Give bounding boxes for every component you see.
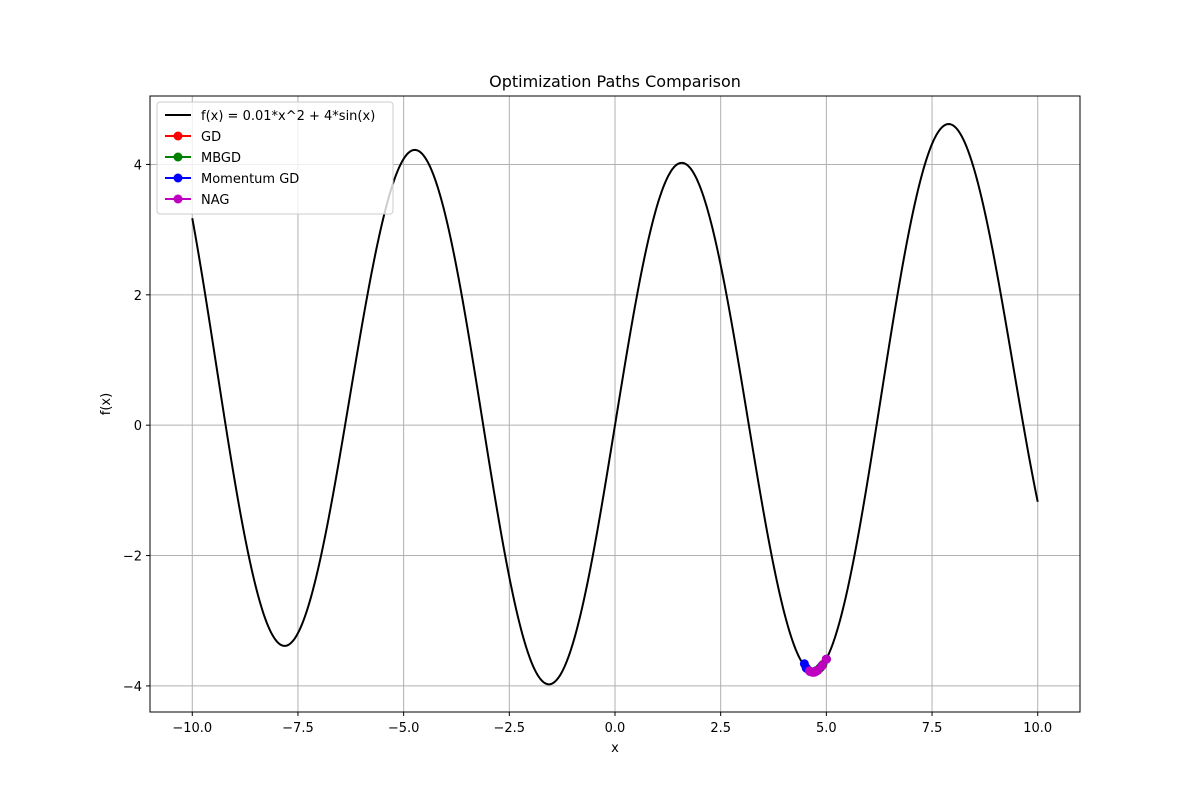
y-tick-label: 4: [134, 158, 142, 173]
legend-marker-gd: [173, 131, 183, 141]
ticks: −10.0 −7.5 −5.0 −2.5 0.0 2.5 5.0 7.5 10.0 −4 −2 0 2 4: [123, 158, 1052, 736]
x-axis-label: x: [611, 741, 619, 756]
legend-marker-momentum-gd: [173, 173, 183, 183]
x-tick-label: 2.5: [710, 721, 731, 736]
x-tick-label: −5.0: [388, 721, 420, 736]
legend-label-gd: GD: [201, 130, 221, 145]
legend-label-nag: NAG: [201, 193, 229, 208]
legend-box: [156, 101, 394, 215]
x-tick-label: 10.0: [1023, 721, 1052, 736]
x-tick-label: 0.0: [605, 721, 626, 736]
grid: [150, 96, 1080, 712]
function-curve-layer: [191, 123, 1039, 686]
data-point-nag: [821, 654, 831, 664]
function-curve-line: [191, 123, 1039, 686]
legend: f(x) = 0.01*x^2 + 4*sin(x) GD MBGD Momentum…: [156, 101, 394, 215]
y-tick-label: −4: [123, 680, 142, 695]
y-axis-label: f(x): [99, 393, 114, 415]
legend-marker-nag: [173, 194, 183, 204]
x-tick-label: −10.0: [172, 721, 212, 736]
x-tick-label: 7.5: [922, 721, 943, 736]
x-tick-label: 5.0: [816, 721, 837, 736]
y-tick-label: 2: [134, 289, 142, 304]
series-nag: [804, 654, 831, 677]
x-tick-label: −2.5: [494, 721, 526, 736]
data-point-nag: [810, 667, 820, 677]
chart-title: Optimization Paths Comparison: [489, 72, 741, 91]
x-tick-label: −7.5: [282, 721, 314, 736]
legend-marker-mbgd: [173, 152, 183, 162]
legend-label-momentum-gd: Momentum GD: [201, 172, 299, 187]
legend-label-mbgd: MBGD: [201, 151, 241, 166]
y-tick-label: −2: [123, 550, 142, 565]
legend-label-f-x-0-01-x-2-4-sin-x-: f(x) = 0.01*x^2 + 4*sin(x): [201, 109, 375, 124]
series-layer: [799, 654, 831, 677]
y-tick-label: 0: [134, 419, 142, 434]
